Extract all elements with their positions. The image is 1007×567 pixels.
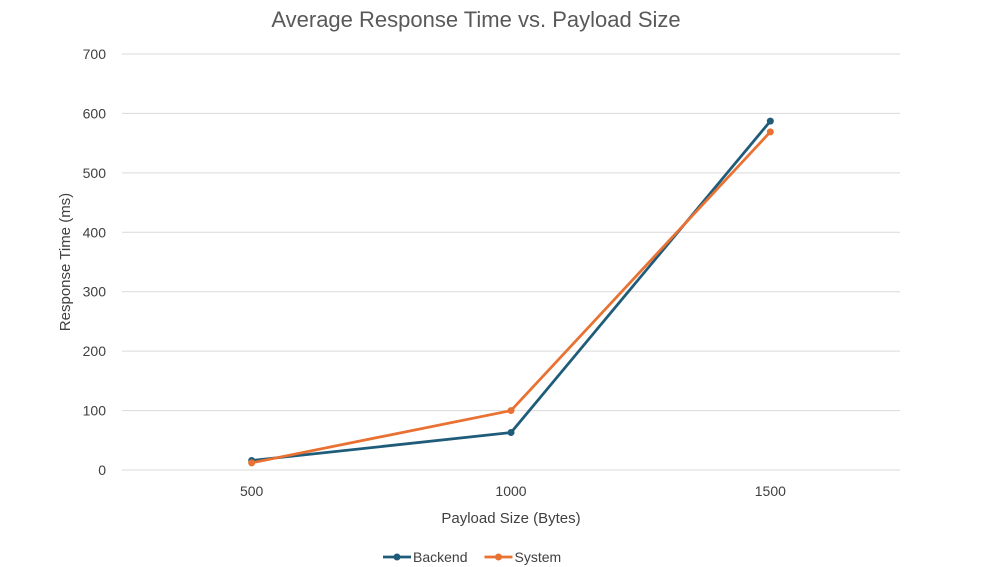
x-tick-label: 500 — [240, 483, 264, 499]
legend-label-backend: Backend — [413, 549, 467, 565]
y-tick-label: 100 — [83, 403, 107, 419]
data-point-system — [248, 459, 256, 467]
series-group — [248, 117, 774, 467]
x-tick-label: 1500 — [755, 483, 786, 499]
legend-marker-system — [494, 553, 502, 561]
y-tick-label: 300 — [83, 284, 107, 300]
y-axis-ticks: 0 100 200 300 400 500 600 700 — [83, 46, 107, 478]
gridlines — [122, 53, 900, 471]
y-tick-label: 400 — [83, 224, 107, 240]
y-tick-label: 200 — [83, 343, 107, 359]
data-point-system — [507, 407, 515, 415]
x-axis-ticks: 500 1000 1500 — [240, 483, 786, 499]
y-tick-label: 0 — [98, 462, 106, 478]
data-point-backend — [766, 117, 774, 125]
legend-marker-backend — [393, 553, 401, 561]
data-point-backend — [507, 429, 515, 437]
y-tick-label: 700 — [83, 46, 107, 62]
y-tick-label: 500 — [83, 165, 107, 181]
y-tick-label: 600 — [83, 105, 107, 121]
y-axis-label: Response Time (ms) — [57, 193, 74, 331]
chart-title: Average Response Time vs. Payload Size — [271, 7, 680, 32]
legend-label-system: System — [514, 549, 561, 565]
data-point-system — [766, 128, 774, 136]
x-tick-label: 1000 — [495, 483, 526, 499]
x-axis-label: Payload Size (Bytes) — [441, 510, 580, 527]
legend: Backend System — [383, 549, 561, 565]
